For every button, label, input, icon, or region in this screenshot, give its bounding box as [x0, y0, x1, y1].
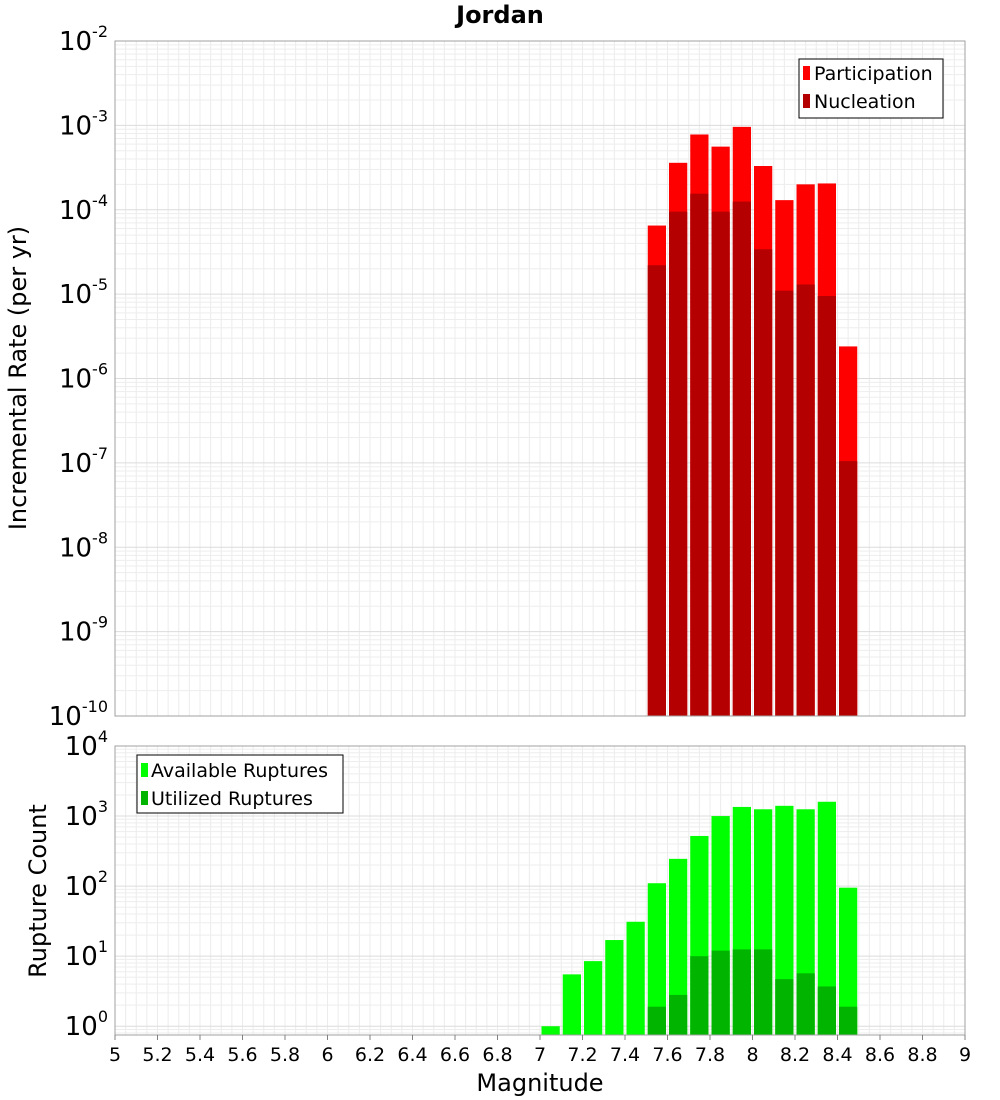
x-tick-label: 6: [321, 1044, 333, 1066]
nucleation-bar: [711, 211, 730, 716]
rate-y-tick-label: 10-10: [49, 697, 108, 732]
x-tick-label: 6.2: [355, 1044, 385, 1066]
rate-y-tick-label: 10-3: [59, 106, 108, 141]
nucleation-bar: [817, 296, 836, 716]
x-tick-label: 7.6: [652, 1044, 682, 1066]
x-tick-label: 5.4: [185, 1044, 215, 1066]
participation-legend-swatch: [803, 66, 810, 80]
count-y-tick-label: 103: [65, 797, 108, 832]
rate-y-axis-label: Incremental Rate (per yr): [4, 226, 32, 530]
nucleation-bar: [796, 284, 815, 716]
rate-legend: Participation Nucleation: [798, 58, 944, 119]
utilized-ruptures-bar: [839, 1006, 858, 1035]
available-legend-label: Available Ruptures: [151, 760, 328, 782]
rate-y-tick-label: 10-8: [59, 528, 108, 563]
x-tick-label: 6.6: [440, 1044, 470, 1066]
available-ruptures-bar: [626, 921, 645, 1035]
participation-legend-label: Participation: [814, 63, 933, 85]
nucleation-bar: [839, 461, 858, 716]
utilized-ruptures-bar: [754, 949, 773, 1035]
nucleation-bar: [669, 211, 688, 716]
count-y-tick-label: 104: [65, 727, 108, 762]
x-tick-label: 8.6: [865, 1044, 895, 1066]
rate-y-tick-label: 10-9: [59, 613, 108, 648]
count-y-tick-label: 100: [65, 1007, 108, 1042]
count-bars: [541, 801, 858, 1035]
x-tick-label: 7.2: [567, 1044, 597, 1066]
x-tick-label: 5: [109, 1044, 121, 1066]
count-y-tick-label: 102: [65, 867, 108, 902]
count-y-axis-label: Rupture Count: [24, 804, 52, 978]
utilized-ruptures-bar: [775, 979, 794, 1035]
available-ruptures-bar: [817, 801, 836, 1035]
utilized-ruptures-bar: [817, 986, 836, 1035]
available-ruptures-bar: [669, 858, 688, 1035]
available-ruptures-bar: [605, 940, 624, 1035]
available-ruptures-bar: [839, 887, 858, 1035]
rate-y-tick-label: 10-4: [59, 191, 108, 226]
x-tick-label: 8.2: [780, 1044, 810, 1066]
x-tick-label: 8: [746, 1044, 758, 1066]
rate-y-ticks: 10-10 10-9 10-8 10-7 10-6 10-5 10-4 10-3 10-2: [49, 22, 108, 732]
count-legend-box: [136, 754, 344, 814]
rate-plot-frame: [114, 40, 966, 717]
nucleation-bar: [690, 193, 709, 716]
x-tick-label: 7: [534, 1044, 546, 1066]
count-y-tick-label: 101: [65, 937, 108, 972]
x-ticks: 5 5.2 5.4 5.6 5.8 6 6.2 6.4 6.6 6.8 7 7.2 7.4 7.6 7.8 8…: [109, 1035, 971, 1066]
rate-panel: 10-10 10-9 10-8 10-7 10-6 10-5 10-4 10-3 10-2 In…: [4, 22, 966, 732]
available-ruptures-bar: [541, 1026, 560, 1035]
x-tick-label: 8.8: [907, 1044, 937, 1066]
x-tick-label: 7.8: [695, 1044, 725, 1066]
available-legend-swatch: [141, 763, 148, 777]
x-tick-label: 8.4: [822, 1044, 852, 1066]
rate-bars: [647, 126, 858, 717]
available-ruptures-bar: [775, 805, 794, 1035]
nucleation-bar: [754, 249, 773, 716]
utilized-ruptures-bar: [711, 950, 730, 1035]
x-tick-label: 5.8: [270, 1044, 300, 1066]
utilized-legend-swatch: [141, 791, 148, 805]
chart-title: Jordan: [454, 1, 544, 29]
x-tick-label: 6.8: [482, 1044, 512, 1066]
rate-gridlines: [114, 40, 966, 717]
count-panel: 100 101 102 103 104 5 5.2 5.4 5.6 5.8 6 6.2 6.4 6.6 6…: [24, 727, 971, 1097]
rate-y-tick-label: 10-7: [59, 444, 108, 479]
x-tick-label: 9: [959, 1044, 971, 1066]
utilized-ruptures-bar: [647, 1006, 666, 1035]
rate-y-tick-label: 10-5: [59, 275, 108, 310]
utilized-ruptures-bar: [669, 994, 688, 1035]
x-axis-label: Magnitude: [476, 1069, 603, 1097]
available-ruptures-bar: [584, 961, 603, 1035]
count-legend: Available Ruptures Utilized Ruptures: [136, 754, 344, 814]
utilized-ruptures-bar: [796, 973, 815, 1035]
nucleation-legend-label: Nucleation: [814, 91, 916, 113]
count-y-ticks: 100 101 102 103 104: [65, 727, 108, 1042]
x-tick-label: 6.4: [397, 1044, 427, 1066]
x-tick-label: 5.6: [227, 1044, 257, 1066]
rate-y-tick-label: 10-6: [59, 360, 108, 395]
available-ruptures-bar: [562, 974, 581, 1035]
x-tick-label: 7.4: [610, 1044, 640, 1066]
nucleation-bar: [647, 265, 666, 716]
x-tick-label: 5.2: [142, 1044, 172, 1066]
available-ruptures-bar: [647, 883, 666, 1035]
utilized-ruptures-bar: [690, 956, 709, 1035]
rate-y-tick-label: 10-2: [59, 22, 108, 57]
utilized-ruptures-bar: [732, 949, 751, 1035]
rate-legend-box: [798, 58, 944, 119]
nucleation-legend-swatch: [803, 94, 810, 108]
nucleation-bar: [775, 290, 794, 716]
nucleation-bar: [732, 201, 751, 716]
utilized-legend-label: Utilized Ruptures: [151, 788, 313, 810]
